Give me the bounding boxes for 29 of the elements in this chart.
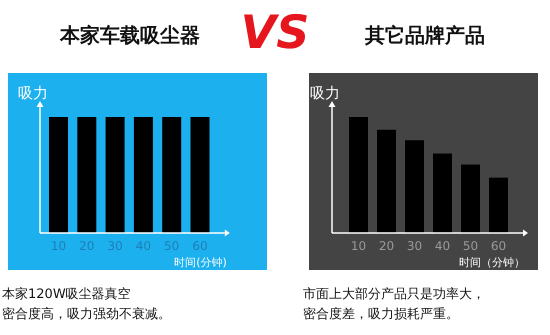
text: 市面上大部分产品只是功率大， xyxy=(303,286,485,302)
chart-title: 其它品牌产品 xyxy=(364,23,485,47)
x-tick-label: 30 xyxy=(406,239,422,253)
bar xyxy=(489,178,508,233)
x-tick-label: 30 xyxy=(107,239,123,253)
x-tick-label: 60 xyxy=(192,239,208,253)
y-axis-title: 吸力 xyxy=(18,84,48,102)
y-axis-title: 吸力 xyxy=(310,84,340,102)
x-tick-label: 20 xyxy=(79,239,94,253)
text: 密合度高，吸力强劲不衰减。 xyxy=(2,306,171,322)
x-tick-label: 10 xyxy=(350,239,366,253)
bar xyxy=(405,140,424,233)
x-tick-label: 40 xyxy=(434,239,450,253)
text: VS xyxy=(240,5,310,59)
bar xyxy=(461,164,480,233)
x-axis-title: 时间（分钟） xyxy=(459,256,525,269)
x-tick-label: 50 xyxy=(164,239,180,253)
bar xyxy=(377,130,396,233)
text: 密合度差，吸力损耗严重。 xyxy=(303,306,459,322)
x-tick-label: 60 xyxy=(490,239,506,253)
x-axis-title: 时间(分钟) xyxy=(174,256,227,269)
chart-title: 本家车载吸尘器 xyxy=(59,23,200,47)
x-tick-label: 40 xyxy=(136,239,152,253)
bar xyxy=(433,154,452,233)
x-tick-label: 50 xyxy=(462,239,478,253)
x-tick-label: 20 xyxy=(378,239,394,253)
bar xyxy=(349,117,368,233)
text: 本家120W吸尘器真空 xyxy=(2,286,131,302)
x-tick-label: 10 xyxy=(50,239,66,253)
